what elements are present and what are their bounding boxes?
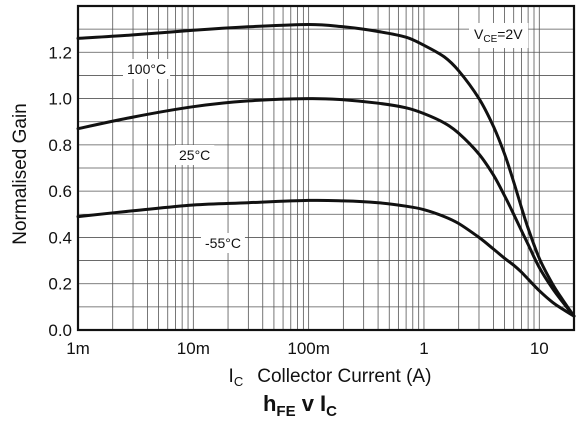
series-label-text: -55°C (205, 235, 241, 251)
series-label-text: 100°C (127, 61, 166, 77)
x-tick-label: 10m (177, 339, 210, 358)
grid (78, 6, 574, 330)
figure-title: hFE v IC (263, 391, 337, 420)
y-tick-label: 0.6 (48, 182, 72, 201)
y-tick-label: 0.8 (48, 136, 72, 155)
series-line-1 (76, 97, 576, 318)
series-label-text: 25°C (179, 147, 210, 163)
y-tick-label: 0.0 (48, 321, 72, 340)
plot-frame (76, 4, 576, 332)
x-tick-label: 100m (287, 339, 330, 358)
series-label-bg (175, 145, 215, 165)
series-labels: 100°C 25°C -55°C (123, 59, 245, 253)
series-label-2: -55°C (201, 233, 245, 253)
y-tick-label: 0.2 (48, 275, 72, 294)
x-tick-label: 10 (530, 339, 549, 358)
annotation-text: VCE=2V (474, 26, 523, 45)
y-tick-label: 0.4 (48, 228, 72, 247)
series-line-0 (76, 23, 576, 318)
y-axis-title: Normalised Gain (10, 103, 31, 245)
series-label-1: 25°C (175, 145, 215, 165)
annotation-vce: VCE=2V (469, 23, 529, 48)
x-tick-labels: 1m 10m 100m 1 10 (66, 339, 549, 358)
x-axis-title: IC Collector Current (A) (229, 366, 432, 389)
series-label-bg (123, 59, 171, 79)
series-label-0: 100°C (123, 59, 171, 79)
series-label-bg (201, 233, 245, 253)
curves (76, 23, 576, 318)
x-tick-label: 1m (66, 339, 90, 358)
y-tick-label: 1.0 (48, 90, 72, 109)
x-tick-label: 1 (419, 339, 428, 358)
y-tick-labels: 0.0 0.2 0.4 0.6 0.8 1.0 1.2 (48, 43, 72, 340)
y-tick-label: 1.2 (48, 43, 72, 62)
series-line-2 (76, 198, 576, 318)
